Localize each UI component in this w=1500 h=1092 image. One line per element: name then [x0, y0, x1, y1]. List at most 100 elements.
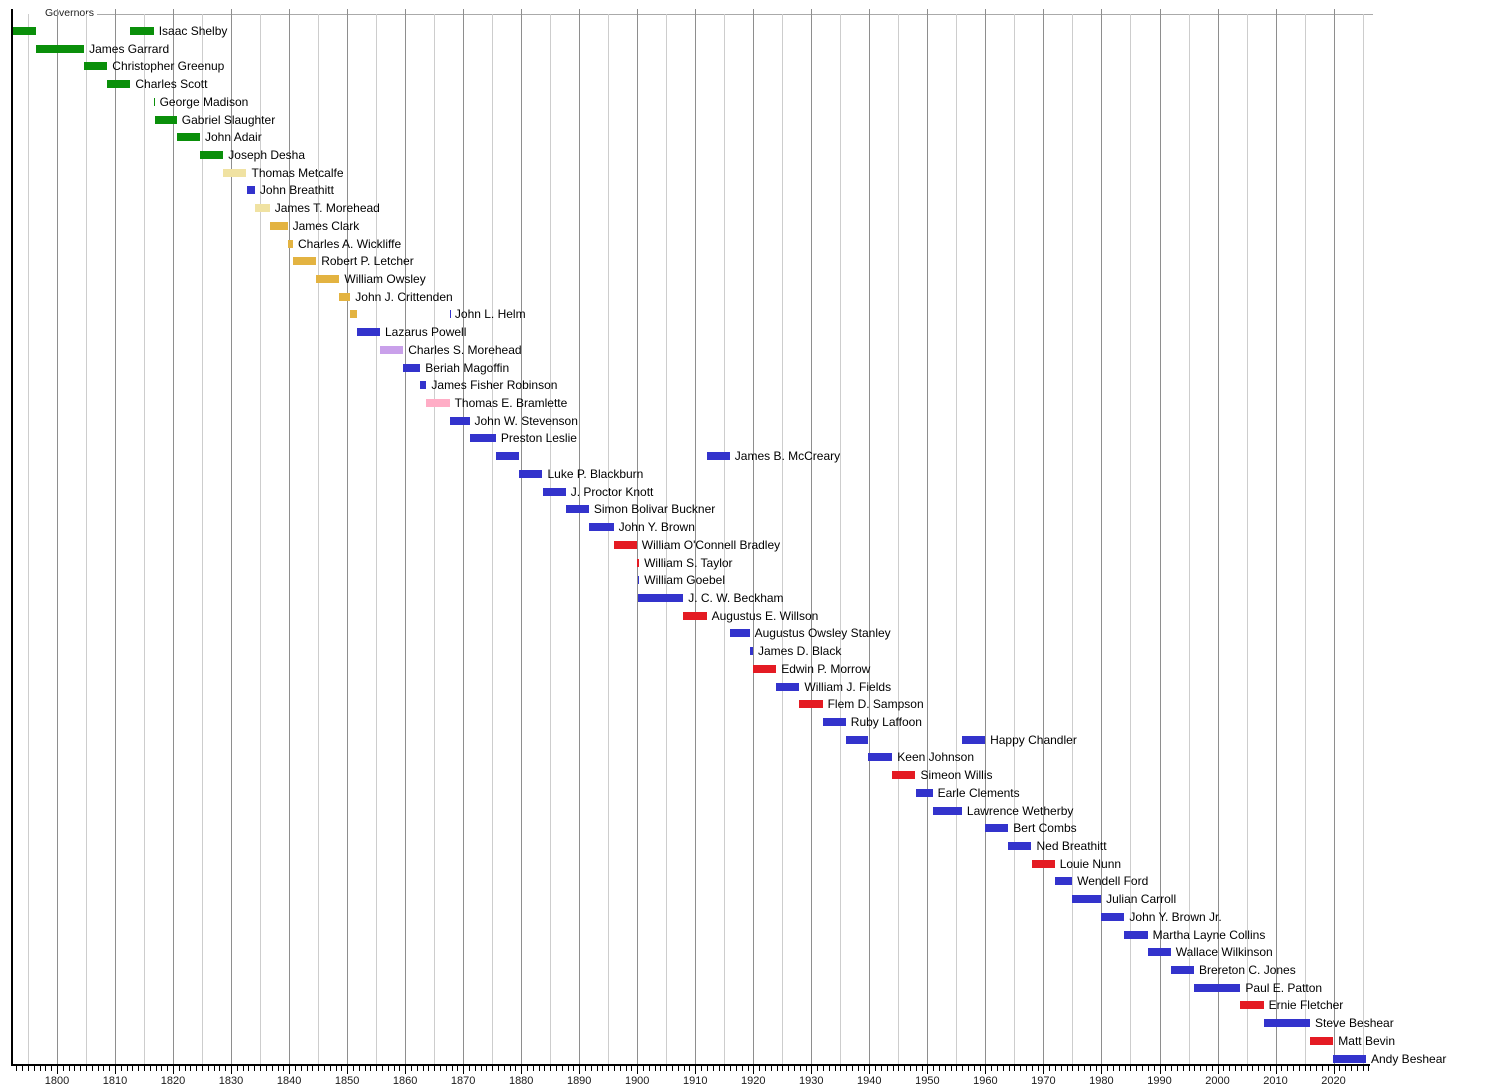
governor-label: William S. Taylor	[644, 555, 733, 570]
axis-minor-tick	[468, 1066, 470, 1071]
axis-minor-tick	[701, 1066, 703, 1071]
term-bar	[1147, 948, 1171, 957]
axis-minor-tick	[1345, 1066, 1347, 1071]
axis-minor-tick	[712, 1066, 714, 1071]
axis-minor-tick	[1356, 1066, 1358, 1071]
axis-minor-tick	[1066, 1066, 1068, 1071]
axis-minor-tick	[1136, 1066, 1138, 1071]
gridline-5yr	[260, 14, 262, 1065]
axis-minor-tick	[1118, 1066, 1120, 1071]
axis-minor-tick	[202, 1066, 203, 1071]
axis-minor-tick	[80, 1066, 82, 1071]
axis-minor-tick	[242, 1066, 244, 1071]
axis-major-tick	[231, 1066, 232, 1074]
term-bar	[1031, 859, 1055, 868]
axis-minor-tick	[782, 1066, 784, 1071]
title-rule-line	[97, 14, 1373, 15]
axis-minor-tick	[1002, 1066, 1004, 1071]
gridline-decade	[347, 9, 349, 1065]
governor-label: Wallace Wilkinson	[1175, 945, 1273, 960]
term-bar	[380, 345, 404, 354]
axis-minor-tick	[660, 1066, 662, 1071]
governor-label: John Adair	[205, 130, 262, 145]
axis-minor-tick	[933, 1066, 935, 1071]
axis-major-tick	[463, 1066, 465, 1074]
axis-tick-label: 1810	[102, 1075, 128, 1087]
axis-minor-tick	[1223, 1066, 1225, 1071]
axis-major-tick	[579, 1066, 581, 1074]
axis-minor-tick	[370, 1066, 372, 1071]
axis-minor-tick	[1031, 1066, 1033, 1071]
axis-minor-tick	[33, 1066, 35, 1071]
governor-label: Brereton C. Jones	[1199, 962, 1296, 977]
axis-minor-tick	[973, 1066, 975, 1071]
axis-minor-tick	[352, 1066, 354, 1071]
axis-minor-tick	[614, 1066, 615, 1071]
governor-label: John W. Stevenson	[474, 413, 578, 428]
term-bar	[822, 717, 846, 726]
axis-minor-tick	[1350, 1066, 1352, 1071]
axis-minor-tick	[39, 1066, 41, 1071]
axis-minor-tick	[393, 1066, 395, 1071]
term-bar	[753, 664, 777, 673]
governor-label: Charles Scott	[135, 77, 208, 92]
axis-minor-tick	[213, 1066, 215, 1071]
axis-minor-tick	[863, 1066, 865, 1071]
axis-major-tick	[869, 1066, 871, 1074]
term-bar	[316, 275, 340, 283]
axis-tick-label: 1910	[683, 1075, 708, 1087]
axis-tick-label: 1800	[44, 1075, 70, 1087]
gridline-5yr	[898, 14, 900, 1065]
axis-minor-tick	[1089, 1066, 1091, 1071]
axis-minor-tick	[619, 1066, 621, 1071]
term-bar	[269, 221, 288, 230]
axis-minor-tick	[1165, 1066, 1167, 1071]
term-bar	[985, 824, 1009, 833]
axis-major-tick	[985, 1066, 987, 1074]
axis-major-tick	[521, 1066, 523, 1074]
axis-minor-tick	[1304, 1066, 1306, 1071]
axis-minor-tick	[120, 1066, 122, 1071]
axis-minor-tick	[86, 1066, 87, 1071]
axis-minor-tick	[1078, 1066, 1080, 1071]
term-bar	[107, 80, 131, 89]
axis-minor-tick	[1147, 1066, 1149, 1071]
axis-minor-tick	[735, 1066, 737, 1071]
term-bar	[350, 310, 357, 319]
term-bar	[200, 151, 224, 159]
axis-minor-tick	[706, 1066, 708, 1071]
term-bar	[519, 469, 543, 478]
axis-tick-label: 1970	[1031, 1075, 1056, 1087]
axis-minor-tick	[1171, 1066, 1173, 1071]
term-bar	[420, 381, 427, 390]
axis-minor-tick	[300, 1066, 302, 1071]
gridline-5yr	[724, 14, 726, 1065]
term-bar	[13, 27, 37, 35]
axis-minor-tick	[283, 1066, 285, 1071]
axis-minor-tick	[828, 1066, 830, 1071]
term-bar	[613, 540, 637, 549]
axis-minor-tick	[486, 1066, 488, 1071]
term-bar	[176, 133, 200, 142]
gridline-decade	[985, 9, 987, 1065]
axis-tick-label: 1930	[799, 1075, 824, 1087]
axis-minor-tick	[689, 1066, 691, 1071]
axis-minor-tick	[503, 1066, 505, 1071]
axis-minor-tick	[956, 1066, 958, 1071]
term-bar	[287, 239, 293, 248]
axis-minor-tick	[277, 1066, 279, 1071]
axis-minor-tick	[184, 1066, 186, 1071]
axis-major-tick	[695, 1066, 697, 1074]
governor-label: J. Proctor Knott	[570, 484, 654, 499]
axis-minor-tick	[1310, 1066, 1312, 1071]
gridline-5yr	[492, 14, 494, 1065]
axis-major-tick	[811, 1066, 813, 1074]
axis-minor-tick	[439, 1066, 441, 1071]
axis-minor-tick	[1263, 1066, 1265, 1071]
governor-label: William Goebel	[644, 573, 725, 588]
axis-minor-tick	[538, 1066, 540, 1071]
axis-minor-tick	[509, 1066, 511, 1071]
term-bar	[683, 611, 707, 620]
axis-minor-tick	[747, 1066, 749, 1071]
axis-minor-tick	[45, 1066, 47, 1071]
